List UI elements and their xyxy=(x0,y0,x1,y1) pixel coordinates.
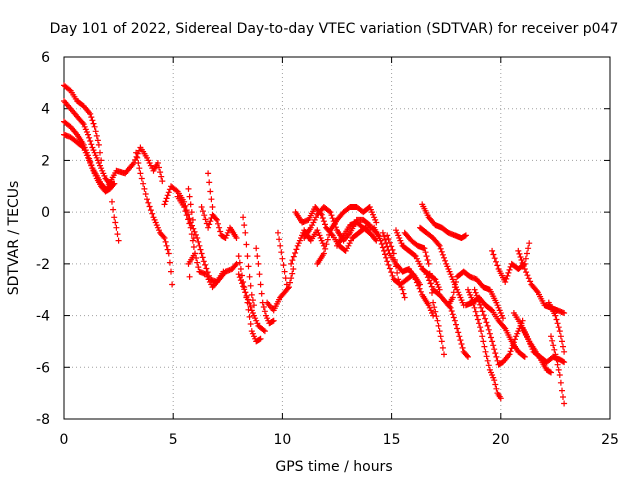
series-track-9 xyxy=(174,193,240,291)
plus-markers xyxy=(275,229,290,288)
plus-markers xyxy=(174,193,240,291)
plus-markers xyxy=(205,170,216,210)
plus-markers xyxy=(445,268,506,322)
series-track-26 xyxy=(393,227,443,293)
series-track-31 xyxy=(419,201,469,241)
y-tick-label: 0 xyxy=(41,205,50,221)
series-track-39 xyxy=(519,325,554,376)
plus-markers xyxy=(384,232,408,301)
x-tick-label: 10 xyxy=(273,432,291,448)
y-tick-labels: -8 -6 -4 -2 0 2 4 6 xyxy=(36,50,50,428)
plus-markers xyxy=(548,333,568,407)
series-track-15 xyxy=(240,214,257,309)
plus-markers xyxy=(314,204,380,267)
series-track-34 xyxy=(471,286,526,368)
series-track-18 xyxy=(275,229,290,288)
series-track-36 xyxy=(489,240,533,285)
series-track-29 xyxy=(423,271,471,360)
series-track-41 xyxy=(545,299,568,355)
plus-markers xyxy=(423,271,471,360)
plus-markers xyxy=(393,227,443,293)
series-track-6 xyxy=(109,198,122,244)
series-track-4 xyxy=(61,131,109,192)
series-track-11 xyxy=(198,204,240,241)
series-track-16 xyxy=(253,245,277,327)
plus-markers xyxy=(401,229,447,358)
x-tick-label: 5 xyxy=(169,432,178,448)
x-tick-label: 15 xyxy=(383,432,401,448)
y-axis-label: SDTVAR / TECUs xyxy=(6,181,22,296)
plus-markers xyxy=(519,325,554,376)
x-tick-label: 0 xyxy=(60,432,69,448)
y-tick-label: -2 xyxy=(36,257,50,273)
y-tick-label: 6 xyxy=(41,50,50,66)
series-track-28 xyxy=(401,229,447,358)
y-tick-label: -8 xyxy=(36,412,50,428)
x-tick-label: 25 xyxy=(601,432,619,448)
plus-markers xyxy=(185,185,198,280)
y-tick-label: 4 xyxy=(41,102,50,118)
plus-markers xyxy=(61,82,105,164)
x-tick-labels: 0 5 10 15 20 25 xyxy=(60,432,619,448)
plus-markers xyxy=(465,286,504,402)
plus-markers xyxy=(264,266,297,314)
series-track-17 xyxy=(264,266,297,314)
series-track-32 xyxy=(445,268,506,322)
axis-ticks xyxy=(63,56,611,420)
y-tick-label: -6 xyxy=(36,360,50,376)
plus-markers xyxy=(334,219,380,249)
plus-markers xyxy=(471,286,526,368)
series-track-23 xyxy=(334,219,380,249)
series-track-5 xyxy=(104,144,166,190)
series-track-22 xyxy=(314,204,380,267)
plus-markers xyxy=(419,201,469,241)
chart-title: Day 101 of 2022, Sidereal Day-to-day VTE… xyxy=(50,21,619,37)
plus-markers xyxy=(198,204,240,241)
series-track-27 xyxy=(384,232,408,301)
plus-markers xyxy=(235,271,268,335)
series-track-7 xyxy=(133,149,176,288)
series-track-19 xyxy=(288,227,327,267)
series-track-40 xyxy=(548,333,568,407)
series-track-14 xyxy=(235,271,268,335)
plus-markers xyxy=(253,245,277,327)
series-track-1 xyxy=(61,82,105,164)
x-tick-label: 20 xyxy=(492,432,510,448)
plus-markers xyxy=(489,240,533,285)
grid-lines xyxy=(64,57,610,419)
y-tick-label: 2 xyxy=(41,153,50,169)
data-series xyxy=(61,82,568,407)
plot-frame xyxy=(63,56,611,420)
plus-markers xyxy=(133,149,176,288)
plus-markers xyxy=(104,144,166,190)
series-track-35 xyxy=(465,286,504,402)
plus-markers xyxy=(109,198,122,244)
x-axis-label: GPS time / hours xyxy=(275,459,392,475)
plus-markers xyxy=(61,131,109,192)
series-track-10 xyxy=(185,185,198,280)
plus-markers xyxy=(288,227,327,267)
y-tick-label: -4 xyxy=(36,309,50,325)
plus-markers xyxy=(240,214,257,309)
series-track-12 xyxy=(205,170,216,210)
plus-markers xyxy=(545,299,568,355)
